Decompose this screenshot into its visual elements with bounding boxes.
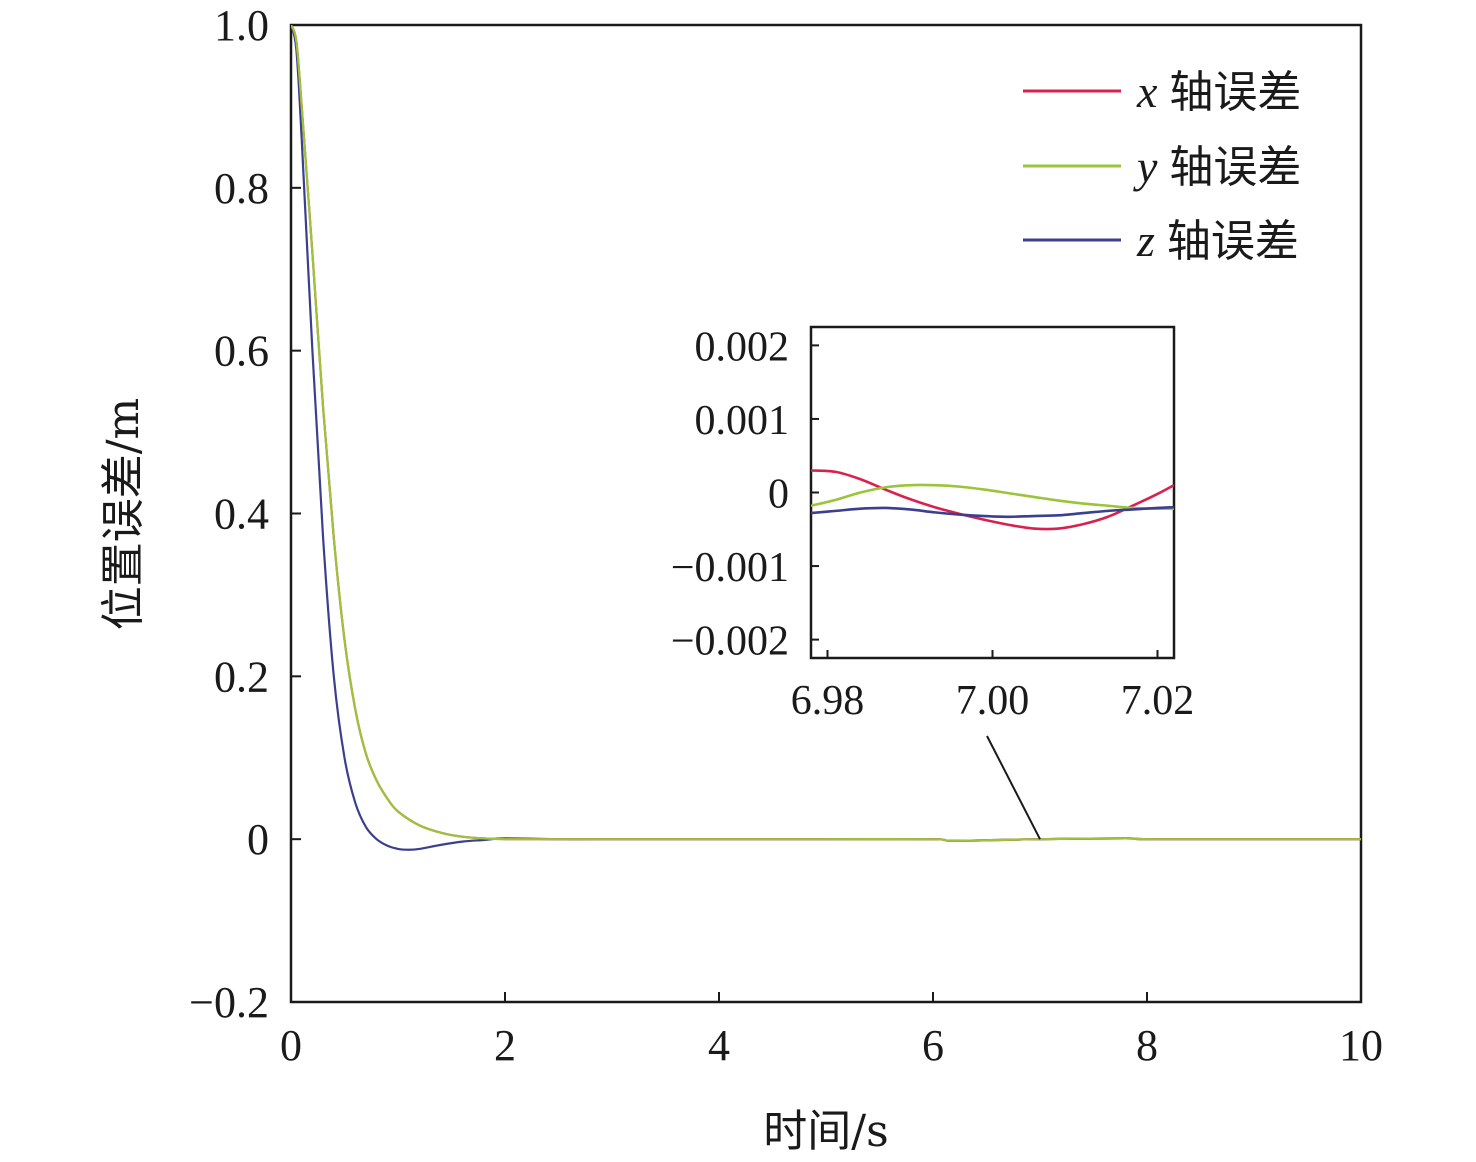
main-plot: 0 2 4 6 8 101.00.80.60.40.20−0.2 <box>189 1 1383 1070</box>
inset-x-tick-label: 7.00 <box>956 678 1030 724</box>
main-y-tick-label: 0 <box>247 815 269 864</box>
inset-y-tick-label: −0.001 <box>671 545 789 591</box>
main-series-y-line <box>291 25 1361 842</box>
main-x-tick-label: 4 <box>708 1021 730 1070</box>
y-axis-title: 位置误差/m <box>98 398 149 631</box>
inset-x-tick-label: 6.98 <box>791 678 865 724</box>
inset-plot: 6.98 7.00 7.02 0.002 0.001 0 −0.001 −0.002 <box>671 324 1194 724</box>
legend-label-z: z 轴误差 <box>1136 215 1299 267</box>
inset-y-tick-label: 0.001 <box>695 398 790 444</box>
legend-label-x: x 轴误差 <box>1136 66 1301 118</box>
main-y-tick-label: 0.6 <box>214 327 269 376</box>
main-y-tick-label: 0.4 <box>214 490 269 539</box>
inset-y-tick-label: 0 <box>768 472 789 518</box>
inset-series-2-line <box>811 505 1174 519</box>
inset-x-tick-label: 7.02 <box>1121 678 1195 724</box>
inset-y-tick-label: 0.002 <box>695 324 790 370</box>
inset-connector-line <box>986 735 1041 840</box>
main-x-tick-label: 6 <box>922 1021 944 1070</box>
inset-series-0-line <box>811 469 1174 531</box>
main-x-tick-label: 2 <box>494 1021 516 1070</box>
main-y-tick-label: 0.2 <box>214 652 269 701</box>
legend-label-y: y 轴误差 <box>1133 141 1301 193</box>
main-y-tick-label: −0.2 <box>189 978 269 1027</box>
inset-y-tick-label: −0.002 <box>671 619 789 665</box>
x-axis-title: 时间/s <box>763 1106 888 1157</box>
main-x-tick-label: 8 <box>1136 1021 1158 1070</box>
inset-series-1-line <box>811 483 1174 511</box>
legend: x 轴误差 y 轴误差 z 轴误差 <box>1023 66 1301 267</box>
main-x-tick-label: 10 <box>1339 1021 1383 1070</box>
main-y-tick-label: 0.8 <box>214 164 269 213</box>
main-x-tick-label: 0 <box>280 1021 302 1070</box>
main-y-tick-label: 1.0 <box>214 1 269 50</box>
